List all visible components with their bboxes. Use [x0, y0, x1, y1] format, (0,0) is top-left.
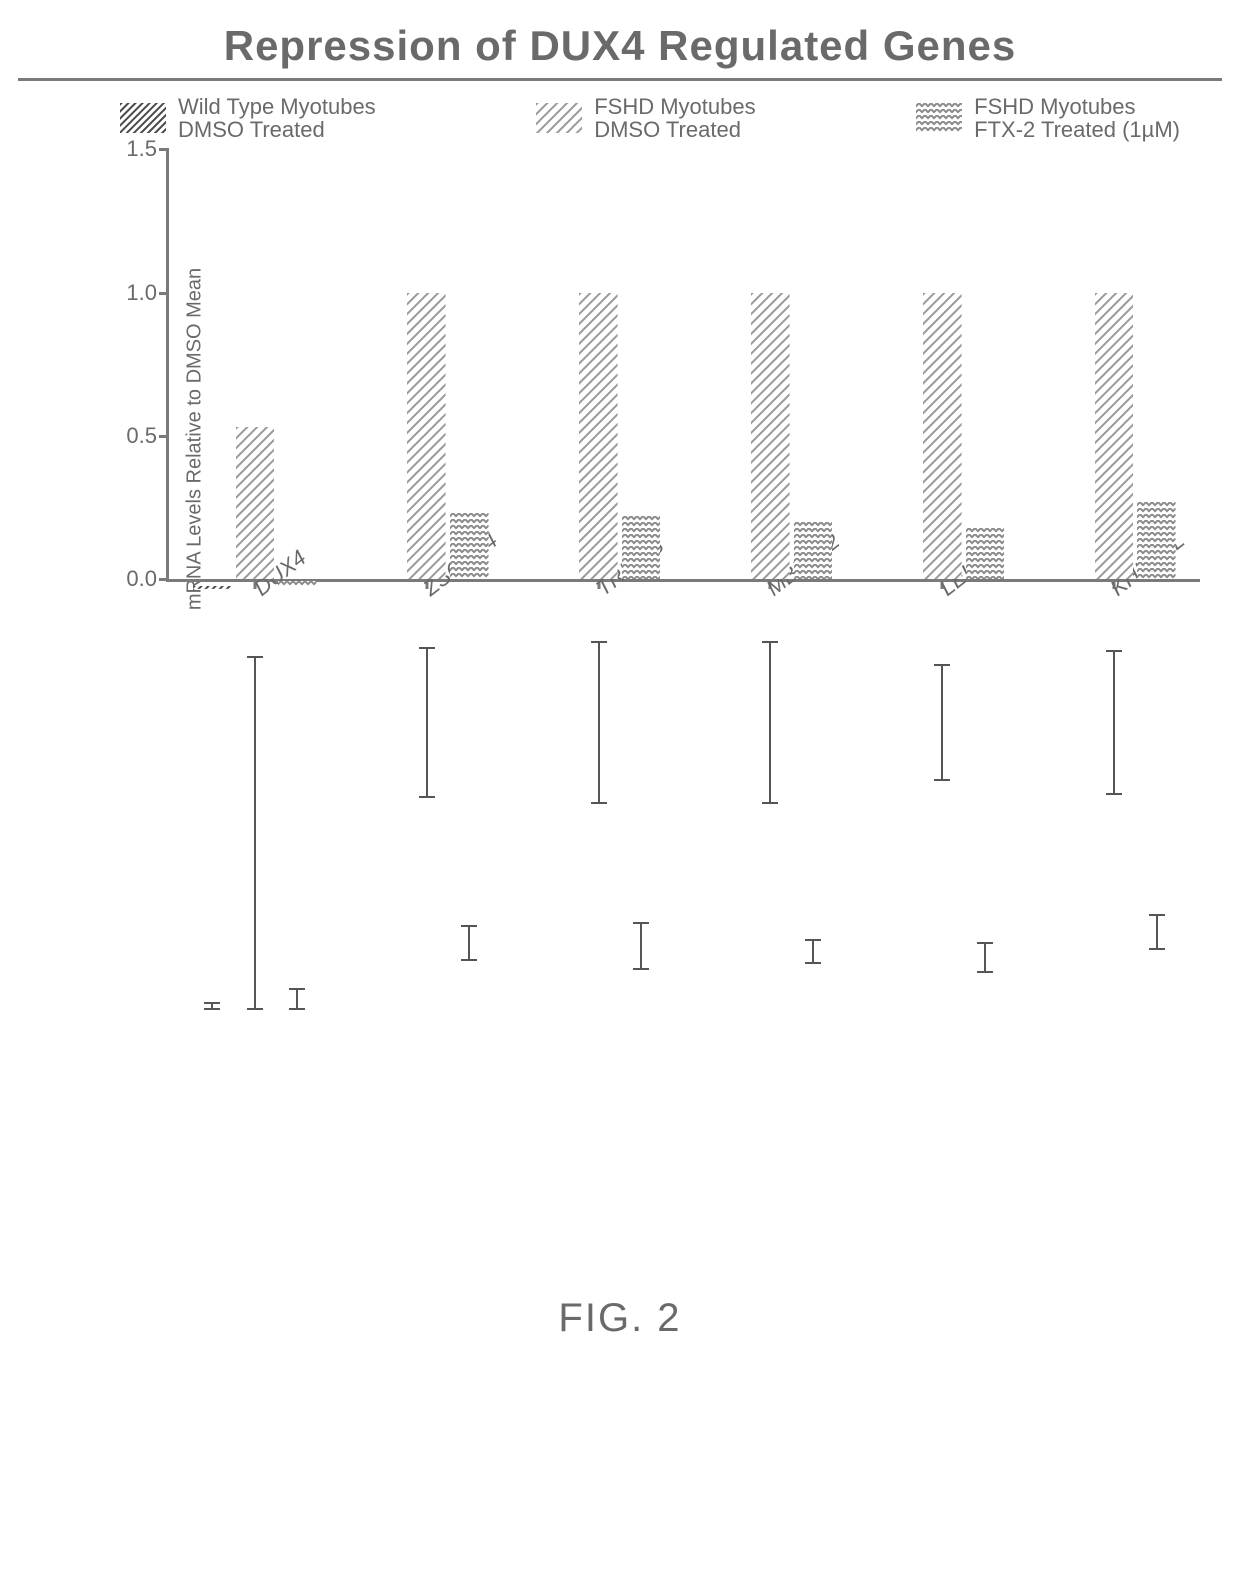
error-cap: [419, 647, 435, 649]
bar-rect: [407, 293, 446, 580]
bar-rect: [193, 576, 232, 579]
error-bar: [1156, 915, 1158, 949]
legend-label: FSHD Myotubes DMSO Treated: [594, 95, 755, 141]
y-tick: [159, 292, 169, 295]
bar-group: KHDC1L: [1028, 149, 1200, 579]
error-cap: [762, 641, 778, 643]
error-cap: [461, 959, 477, 961]
legend-item-wt-dmso: Wild Type Myotubes DMSO Treated: [120, 95, 376, 141]
error-bar: [296, 989, 298, 1009]
bars: [193, 149, 317, 579]
legend-label-line: FSHD Myotubes: [594, 95, 755, 118]
legend-swatch-icon: [536, 103, 582, 133]
bar-group: DUX4: [169, 149, 341, 579]
bar-rect: [1095, 293, 1134, 580]
bars: [537, 149, 661, 579]
error-cap: [1106, 793, 1122, 795]
error-bar: [640, 923, 642, 969]
error-cap: [247, 656, 263, 658]
legend-label-line: FTX-2 Treated (1µM): [974, 118, 1180, 141]
chart: mRNA Levels Relative to DMSO Mean DUX4ZS…: [110, 149, 1200, 729]
error-cap: [1106, 650, 1122, 652]
legend-label-line: DMSO Treated: [178, 118, 376, 141]
legend-swatch-icon: [916, 103, 962, 133]
legend-label-line: DMSO Treated: [594, 118, 755, 141]
legend-label-line: FSHD Myotubes: [974, 95, 1180, 118]
page: Repression of DUX4 Regulated Genes Wild …: [0, 0, 1240, 1571]
error-cap: [461, 925, 477, 927]
error-cap: [204, 1002, 220, 1004]
error-cap: [247, 1008, 263, 1010]
legend-label: FSHD Myotubes FTX-2 Treated (1µM): [974, 95, 1180, 141]
error-bar: [254, 657, 256, 1010]
y-tick: [159, 578, 169, 581]
legend-item-fshd-ftx2: FSHD Myotubes FTX-2 Treated (1µM): [916, 95, 1180, 141]
bars: [709, 149, 833, 579]
error-bar: [984, 943, 986, 972]
bars: [1052, 149, 1176, 579]
error-cap: [1149, 948, 1165, 950]
error-cap: [289, 988, 305, 990]
y-tick-label: 0.5: [113, 423, 157, 449]
legend-swatch-icon: [120, 103, 166, 133]
error-bar: [769, 642, 771, 803]
error-bar: [1113, 651, 1115, 794]
bars: [365, 149, 489, 579]
error-bar: [941, 665, 943, 780]
bar-rect: [278, 573, 317, 579]
error-cap: [419, 796, 435, 798]
bar-rect: [794, 522, 833, 579]
bar-rect: [450, 513, 489, 579]
y-tick: [159, 148, 169, 151]
error-cap: [633, 922, 649, 924]
plot-area: DUX4ZSCAN4TRIM43MBD3L2LEUTXKHDC1L 0.00.5…: [166, 149, 1200, 582]
legend: Wild Type Myotubes DMSO Treated FSHD Myo…: [0, 89, 1240, 149]
chart-title: Repression of DUX4 Regulated Genes: [0, 0, 1240, 78]
bar-group: LEUTX: [856, 149, 1028, 579]
error-cap: [934, 664, 950, 666]
title-rule: [18, 78, 1222, 81]
bar-group: ZSCAN4: [341, 149, 513, 579]
y-tick: [159, 435, 169, 438]
bar-rect: [236, 427, 275, 579]
legend-item-fshd-dmso: FSHD Myotubes DMSO Treated: [536, 95, 755, 141]
bar-group: MBD3L2: [684, 149, 856, 579]
error-bar: [812, 940, 814, 963]
error-cap: [977, 971, 993, 973]
error-bar: [468, 926, 470, 960]
error-cap: [977, 942, 993, 944]
error-cap: [1149, 914, 1165, 916]
legend-label-line: Wild Type Myotubes: [178, 95, 376, 118]
y-tick-label: 1.0: [113, 280, 157, 306]
error-bar: [598, 642, 600, 803]
y-tick-label: 0.0: [113, 566, 157, 592]
bar-rect: [923, 293, 962, 580]
error-cap: [204, 1008, 220, 1010]
error-cap: [633, 968, 649, 970]
error-cap: [805, 962, 821, 964]
bar-rect: [622, 516, 661, 579]
y-tick-label: 1.5: [113, 136, 157, 162]
error-cap: [805, 939, 821, 941]
error-cap: [762, 802, 778, 804]
error-bar: [426, 648, 428, 797]
bar-group: TRIM43: [513, 149, 685, 579]
legend-label: Wild Type Myotubes DMSO Treated: [178, 95, 376, 141]
bar-rect: [579, 293, 618, 580]
bars: [880, 149, 1004, 579]
error-cap: [591, 802, 607, 804]
figure-caption: FIG. 2: [0, 1296, 1240, 1341]
error-cap: [934, 779, 950, 781]
error-cap: [289, 1008, 305, 1010]
bar-rect: [751, 293, 790, 580]
bar-rect: [966, 528, 1005, 580]
bar-rect: [1137, 502, 1176, 579]
error-cap: [591, 641, 607, 643]
bar-groups: DUX4ZSCAN4TRIM43MBD3L2LEUTXKHDC1L: [169, 149, 1200, 579]
